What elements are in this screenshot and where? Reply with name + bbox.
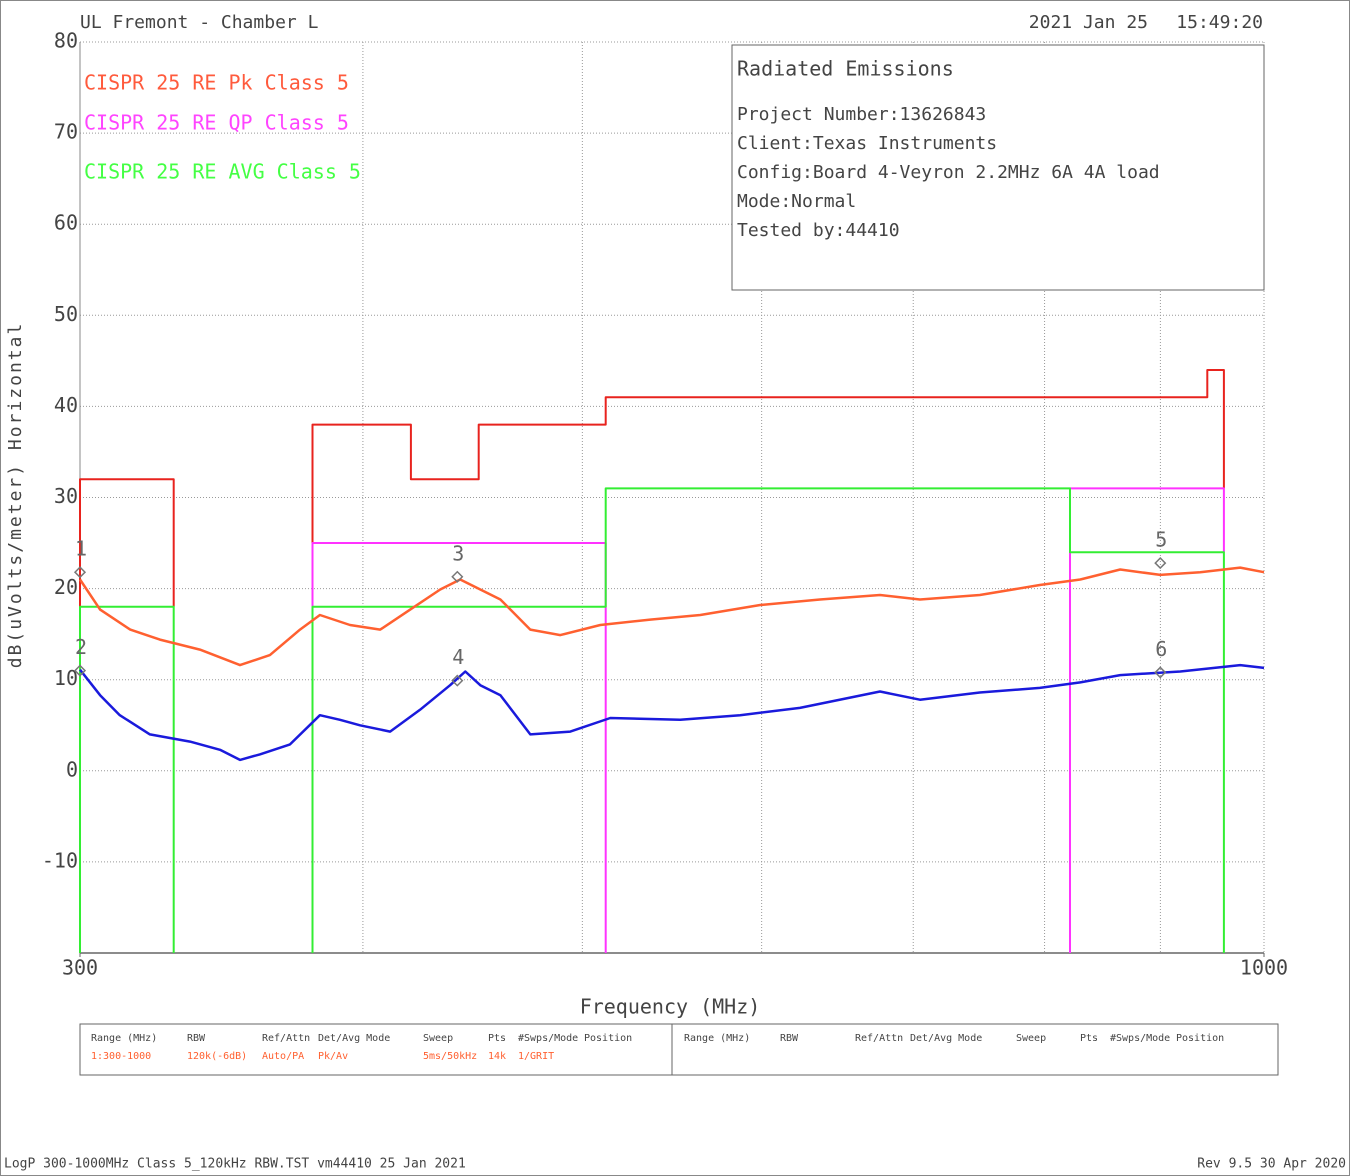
marker	[451, 570, 464, 583]
table-header: Range (MHz)	[91, 1033, 157, 1044]
table-header: Position	[1176, 1033, 1224, 1044]
limit-line	[79, 369, 1225, 607]
limit-line	[79, 487, 1225, 953]
legend-entry: CISPR 25 RE QP Class 5	[84, 111, 349, 135]
y-tick-label: 80	[54, 29, 78, 53]
marker	[73, 664, 87, 677]
table-header: RBW	[780, 1033, 799, 1044]
y-tick-label: 10	[54, 666, 78, 690]
x-axis-label: Frequency (MHz)	[580, 995, 761, 1019]
marker-label: 2	[75, 635, 87, 659]
x-tick-label: 300	[62, 956, 98, 980]
table-header: Ref/Attn	[855, 1033, 903, 1044]
marker	[1154, 666, 1167, 679]
limit-line	[311, 487, 1225, 953]
table-header: #Swps/Mode	[518, 1033, 578, 1044]
table-header: Sweep	[423, 1033, 453, 1044]
table-value: 14k	[488, 1051, 506, 1062]
marker	[73, 566, 87, 579]
table-header: Det/Avg Mode	[318, 1033, 390, 1044]
info-line: Config:Board 4-Veyron 2.2MHz 6A 4A load	[737, 162, 1160, 183]
table-header: Det/Avg Mode	[910, 1033, 982, 1044]
footer-left: LogP 300-1000MHz Class 5_120kHz RBW.TST …	[4, 1157, 466, 1172]
marker	[451, 674, 464, 687]
site-name: UL Fremont - Chamber L	[80, 12, 319, 33]
plot-area	[78, 41, 1265, 957]
y-tick-label: 40	[54, 393, 78, 417]
y-axis-label: dB(uVolts/meter) Horizontal	[5, 322, 26, 669]
table-header: Pts	[1080, 1033, 1098, 1044]
test-time: 15:49:20	[1176, 12, 1263, 33]
legend-entry: CISPR 25 RE Pk Class 5	[84, 71, 349, 95]
info-line: Tested by:44410	[737, 220, 900, 241]
marker	[1154, 557, 1167, 570]
marker-label: 5	[1155, 528, 1167, 552]
table-header: #Swps/Mode	[1110, 1033, 1170, 1044]
x-tick-label: 1000	[1240, 956, 1288, 980]
test-date: 2021 Jan 25	[1029, 12, 1148, 33]
y-tick-label: 0	[66, 757, 78, 781]
info-title: Radiated Emissions	[737, 57, 954, 81]
y-tick-label: 60	[54, 211, 78, 235]
y-tick-label: 20	[54, 575, 78, 599]
y-tick-label: 70	[54, 120, 78, 144]
y-tick-label: 50	[54, 302, 78, 326]
table-value: Auto/PA	[262, 1051, 304, 1062]
table-header: Range (MHz)	[684, 1033, 750, 1044]
info-line: Project Number:13626843	[737, 104, 986, 125]
table-value: 1:300-1000	[91, 1051, 151, 1062]
table-value: Pk/Av	[318, 1051, 348, 1062]
table-value: 1/GRIT	[518, 1051, 554, 1062]
settings-table	[79, 1023, 1279, 1076]
table-header: Ref/Attn	[262, 1033, 310, 1044]
table-value: 120k(-6dB)	[187, 1051, 247, 1062]
marker-label: 3	[452, 541, 464, 565]
marker-label: 4	[452, 645, 464, 669]
info-line: Client:Texas Instruments	[737, 133, 997, 154]
y-tick-label: 30	[54, 484, 78, 508]
marker-label: 1	[75, 537, 87, 561]
info-line: Mode:Normal	[737, 191, 856, 212]
y-tick-label: -10	[42, 848, 78, 872]
trace	[79, 663, 1265, 762]
table-header: Position	[584, 1033, 632, 1044]
footer-right: Rev 9.5 30 Apr 2020	[1197, 1157, 1346, 1172]
table-header: Pts	[488, 1033, 506, 1044]
table-value: 5ms/50kHz	[423, 1051, 477, 1062]
marker-label: 6	[1155, 637, 1167, 661]
info-box	[731, 44, 1265, 291]
legend-entry: CISPR 25 RE AVG Class 5	[84, 160, 361, 184]
trace	[78, 566, 1265, 667]
table-header: RBW	[187, 1033, 206, 1044]
table-header: Sweep	[1016, 1033, 1046, 1044]
